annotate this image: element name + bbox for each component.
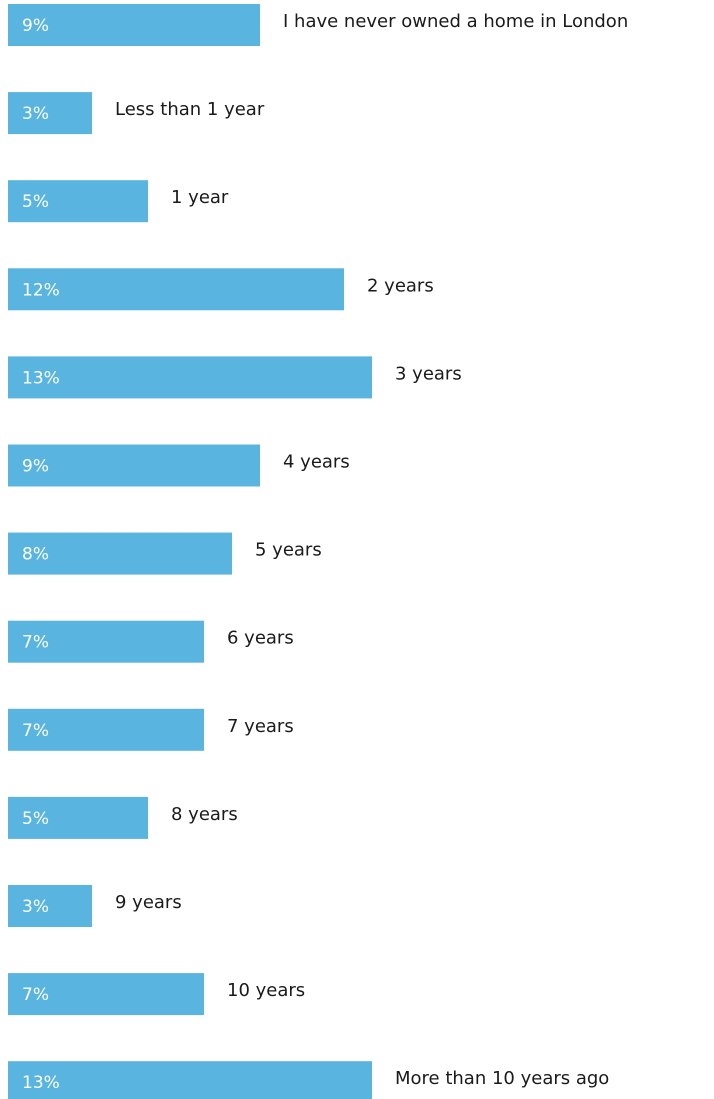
- bar: [8, 356, 372, 399]
- category-label: Less than 1 year: [115, 99, 265, 120]
- bar-value-label: 9%: [22, 16, 49, 36]
- bar: [8, 268, 344, 311]
- bar-row: 7% 6 years: [8, 620, 294, 663]
- bar-row: 8% 5 years: [8, 532, 322, 575]
- bar-value-label: 12%: [22, 280, 60, 300]
- bar-row: 12% 2 years: [8, 268, 434, 311]
- bar-row: 7% 7 years: [8, 708, 294, 751]
- category-label: 9 years: [115, 892, 182, 913]
- bar-row: 9% 4 years: [8, 444, 350, 487]
- bar: [8, 708, 204, 751]
- category-label: I have never owned a home in London: [283, 11, 628, 32]
- category-label: 4 years: [283, 452, 350, 473]
- bar-value-label: 3%: [22, 104, 49, 124]
- bar: [8, 796, 148, 839]
- bar-value-label: 8%: [22, 545, 49, 565]
- bar-row: 5% 8 years: [8, 796, 238, 839]
- bar-value-label: 5%: [22, 192, 49, 212]
- category-label: 7 years: [227, 716, 294, 737]
- bar-row: 5% 1 year: [8, 180, 229, 223]
- bar: [8, 885, 92, 927]
- bar: [8, 180, 148, 223]
- bar-row: 13% 3 years: [8, 356, 462, 399]
- category-label: 2 years: [367, 275, 434, 296]
- bar: [8, 92, 92, 135]
- bar: [8, 532, 232, 575]
- bar-value-label: 7%: [22, 985, 49, 1005]
- bar-row: 3% Less than 1 year: [8, 92, 265, 135]
- bar: [8, 4, 260, 46]
- bar-row: 3% 9 years: [8, 885, 182, 927]
- category-label: 8 years: [171, 804, 238, 825]
- bar-row: 7% 10 years: [8, 973, 305, 1016]
- bar: [8, 1061, 372, 1099]
- category-label: More than 10 years ago: [395, 1068, 609, 1089]
- bar-value-label: 5%: [22, 809, 49, 829]
- bar-value-label: 13%: [22, 1073, 60, 1093]
- category-label: 1 year: [171, 187, 229, 208]
- bar-value-label: 7%: [22, 721, 49, 741]
- bar: [8, 620, 204, 663]
- bar-value-label: 3%: [22, 897, 49, 917]
- bar: [8, 973, 204, 1016]
- bar-value-label: 13%: [22, 368, 60, 388]
- bar-value-label: 7%: [22, 633, 49, 653]
- bar-value-label: 9%: [22, 457, 49, 477]
- category-label: 10 years: [227, 980, 305, 1001]
- category-label: 3 years: [395, 363, 462, 384]
- category-label: 5 years: [255, 540, 322, 561]
- category-label: 6 years: [227, 628, 294, 649]
- bar-row: 13% More than 10 years ago: [8, 1061, 609, 1099]
- bar-row: 9% I have never owned a home in London: [8, 4, 628, 46]
- bar: [8, 444, 260, 487]
